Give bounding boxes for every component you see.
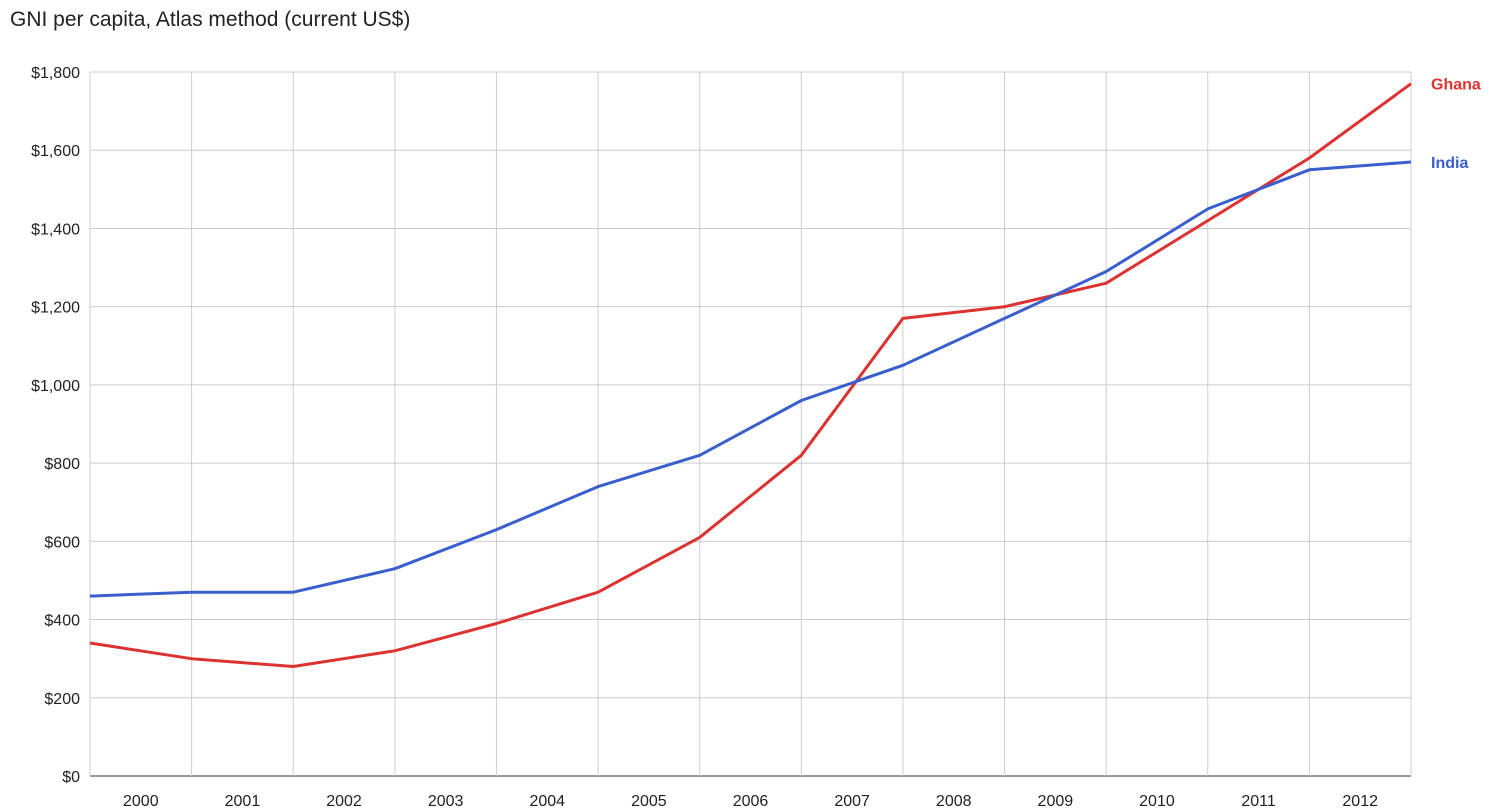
x-tick-label: 2000 xyxy=(123,793,159,810)
y-tick-label: $200 xyxy=(44,691,80,708)
series-lines xyxy=(89,82,1412,668)
y-tick-label: $1,400 xyxy=(31,221,80,238)
y-axis-ticks: $0 $200 $400 $600 $800 $1,000 $1,200 $1,400 $1,6… xyxy=(31,65,80,786)
series-line-india xyxy=(89,160,1412,598)
y-tick-label: $1,200 xyxy=(31,300,80,317)
x-tick-label: 2002 xyxy=(326,793,362,810)
x-axis-ticks: 2000 2001 2002 2003 2004 2005 2006 2007 2008 2009… xyxy=(123,793,1378,810)
x-tick-label: 2011 xyxy=(1241,793,1276,810)
chart-title: GNI per capita, Atlas method (current US… xyxy=(10,8,411,31)
y-tick-label: $1,800 xyxy=(31,65,80,82)
y-tick-label: $1,000 xyxy=(31,378,80,395)
x-tick-label: 2007 xyxy=(834,793,870,810)
y-tick-label: $0 xyxy=(62,769,80,786)
y-tick-label: $600 xyxy=(44,534,80,551)
y-tick-label: $800 xyxy=(44,456,80,473)
x-tick-label: 2003 xyxy=(428,793,464,810)
x-tick-label: 2012 xyxy=(1342,793,1378,810)
x-tick-label: 2008 xyxy=(936,793,972,810)
y-tick-label: $1,600 xyxy=(31,143,80,160)
x-tick-label: 2001 xyxy=(225,793,261,810)
x-tick-label: 2006 xyxy=(733,793,769,810)
series-label-ghana: Ghana xyxy=(1431,77,1481,94)
x-tick-label: 2009 xyxy=(1038,793,1074,810)
x-tick-label: 2005 xyxy=(631,793,667,810)
x-tick-label: 2004 xyxy=(529,793,565,810)
series-line-ghana xyxy=(89,82,1412,668)
x-tick-label: 2010 xyxy=(1139,793,1175,810)
y-tick-label: $400 xyxy=(44,613,80,630)
series-labels: Ghana India xyxy=(1431,77,1481,172)
grid-lines xyxy=(89,71,1412,777)
series-label-india: India xyxy=(1431,155,1468,172)
